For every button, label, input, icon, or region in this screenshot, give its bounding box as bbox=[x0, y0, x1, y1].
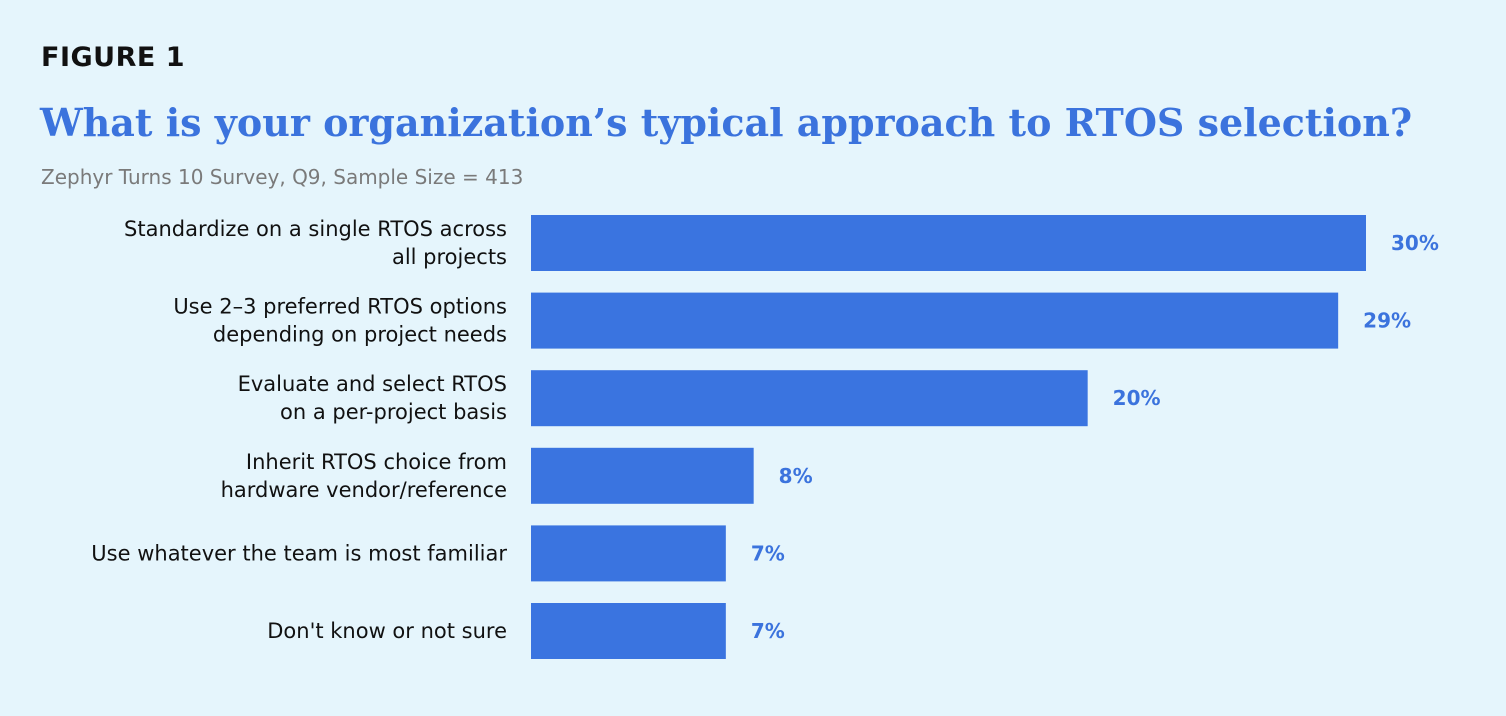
bar-row: 20% Evaluate and select RTOS on a per-proj… bbox=[238, 370, 1161, 427]
bar-value-label: 30% bbox=[1391, 231, 1439, 255]
figure-label: FIGURE 1 bbox=[41, 42, 185, 73]
bar bbox=[531, 292, 1339, 349]
bar-row: 8% Inherit RTOS choice from hardware vendo… bbox=[221, 447, 813, 504]
category-label: Evaluate and select RTOS on a per-project… bbox=[238, 372, 507, 424]
bar bbox=[531, 525, 726, 582]
category-label: Use 2–3 preferred RTOS options depending … bbox=[173, 295, 507, 347]
category-label-line: on a per-project basis bbox=[280, 400, 507, 424]
chart-title: What is your organization’s typical appr… bbox=[40, 100, 1413, 145]
category-label: Use whatever the team is most familiar bbox=[91, 541, 507, 565]
category-label-line: hardware vendor/reference bbox=[221, 478, 507, 502]
category-label-line: Use 2–3 preferred RTOS options bbox=[173, 295, 507, 319]
category-label-line: Standardize on a single RTOS across bbox=[124, 217, 507, 241]
category-label-line: all projects bbox=[392, 245, 507, 269]
category-label: Don't know or not sure bbox=[267, 619, 507, 643]
category-label: Standardize on a single RTOS across all p… bbox=[124, 217, 507, 269]
bar bbox=[531, 215, 1366, 271]
bar bbox=[531, 603, 726, 659]
category-label-line: Evaluate and select RTOS bbox=[238, 372, 507, 396]
category-label-line: depending on project needs bbox=[213, 323, 507, 347]
category-label-line: Use whatever the team is most familiar bbox=[91, 541, 507, 565]
bar bbox=[531, 447, 754, 504]
category-label-line: Inherit RTOS choice from bbox=[246, 450, 507, 474]
bar-row: 29% Use 2–3 preferred RTOS options dependi… bbox=[173, 292, 1411, 349]
bar-value-label: 7% bbox=[751, 619, 785, 643]
bar-value-label: 29% bbox=[1363, 309, 1411, 333]
bar bbox=[531, 370, 1088, 427]
bar-row: 30% Standardize on a single RTOS across al… bbox=[124, 215, 1439, 271]
category-label-line: Don't know or not sure bbox=[267, 619, 507, 643]
category-label: Inherit RTOS choice from hardware vendor/… bbox=[221, 450, 507, 502]
bar-value-label: 20% bbox=[1113, 386, 1161, 410]
bar-value-label: 8% bbox=[779, 464, 813, 488]
bar-value-label: 7% bbox=[751, 541, 785, 565]
chart-subtitle: Zephyr Turns 10 Survey, Q9, Sample Size … bbox=[41, 165, 524, 189]
bar-row: 7% Don't know or not sure bbox=[267, 603, 785, 659]
bar-row: 7% Use whatever the team is most familiar bbox=[91, 525, 785, 582]
